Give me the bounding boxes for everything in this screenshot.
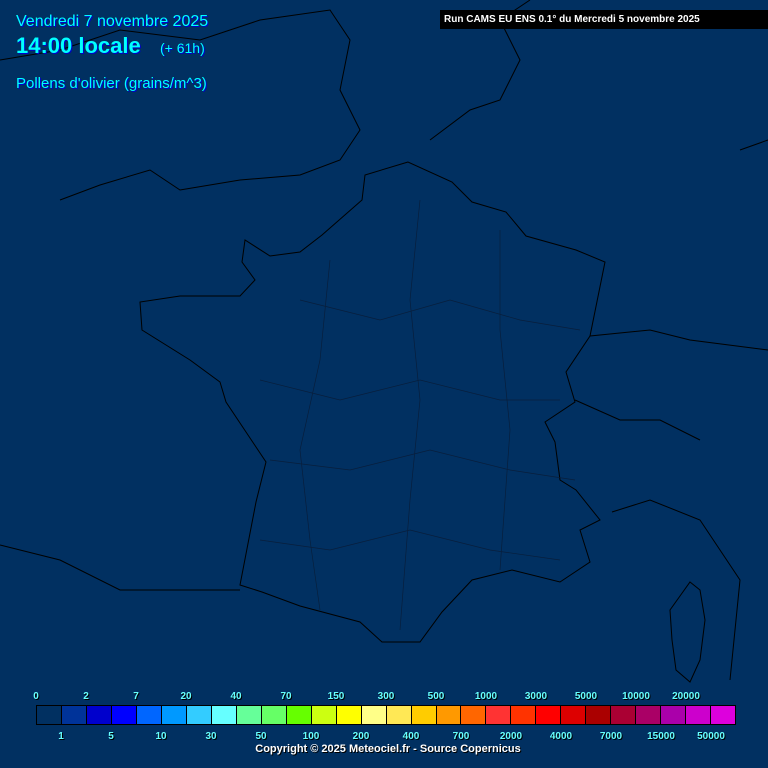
uk-coastline (0, 9, 361, 201)
color-scale-swatch (236, 706, 262, 724)
color-scale-label: 4000 (549, 731, 573, 742)
color-scale-label: 10000 (622, 691, 650, 702)
copyright-text: Copyright © 2025 Meteociel.fr - Source C… (255, 743, 521, 755)
color-scale-label: 20 (180, 691, 192, 702)
color-scale-swatch (261, 706, 287, 724)
color-scale-label: 7 (133, 691, 139, 702)
color-scale-swatch (336, 706, 362, 724)
forecast-lead-time: (+ 61h) (160, 40, 205, 56)
color-scale-swatch (111, 706, 137, 724)
color-scale-label: 700 (452, 731, 470, 742)
color-scale-swatch (561, 706, 587, 724)
color-scale-label: 5000 (574, 691, 598, 702)
color-scale-label: 200 (352, 731, 370, 742)
color-scale-swatch (86, 706, 112, 724)
color-scale-label: 300 (377, 691, 395, 702)
color-scale-swatch (611, 706, 637, 724)
corsica-outline (669, 581, 706, 683)
color-scale-bar (36, 705, 736, 725)
color-scale-label: 15000 (647, 731, 675, 742)
color-scale-swatch (186, 706, 212, 724)
color-scale-label: 50000 (697, 731, 725, 742)
color-scale-label: 1 (58, 731, 64, 742)
color-scale-label: 30 (205, 731, 217, 742)
color-scale-swatch (386, 706, 412, 724)
color-scale-swatch (436, 706, 462, 724)
color-scale-swatch (161, 706, 187, 724)
color-scale-label: 5 (108, 731, 114, 742)
color-scale-swatch (311, 706, 337, 724)
color-scale-swatch (136, 706, 162, 724)
color-scale-swatch (586, 706, 612, 724)
color-scale-label: 150 (327, 691, 345, 702)
color-scale-swatch (711, 706, 736, 724)
color-scale-label: 500 (427, 691, 445, 702)
department-borders (259, 199, 581, 631)
color-scale-label: 50 (255, 731, 267, 742)
color-scale-swatch (536, 706, 562, 724)
color-scale-label: 400 (402, 731, 420, 742)
model-run-label: Run CAMS EU ENS 0.1° du Mercredi 5 novem… (440, 10, 768, 29)
color-scale-swatch (286, 706, 312, 724)
color-scale-label: 7000 (599, 731, 623, 742)
color-scale-label: 20000 (672, 691, 700, 702)
color-scale-label: 70 (280, 691, 292, 702)
variable-title: Pollens d'olivier (grains/m^3) (16, 75, 207, 92)
color-scale-label: 40 (230, 691, 242, 702)
color-scale-swatch (661, 706, 687, 724)
europe-coastline (0, 0, 768, 681)
forecast-time: 14:00 locale (16, 33, 141, 58)
color-scale-swatch (461, 706, 487, 724)
color-scale-swatch (61, 706, 87, 724)
color-scale-swatch (686, 706, 712, 724)
color-scale-label: 10 (155, 731, 167, 742)
color-scale-swatch (211, 706, 237, 724)
color-scale-swatch (511, 706, 537, 724)
forecast-date: Vendredi 7 novembre 2025 (16, 13, 209, 30)
color-scale-swatch (361, 706, 387, 724)
color-scale-swatch (636, 706, 662, 724)
color-scale-swatch (411, 706, 437, 724)
color-scale-label: 3000 (524, 691, 548, 702)
color-scale-label: 1000 (474, 691, 498, 702)
color-scale-label: 100 (302, 731, 320, 742)
color-scale-swatch (37, 706, 62, 724)
color-scale-label: 2 (83, 691, 89, 702)
color-scale-label: 2000 (499, 731, 523, 742)
france-outline (139, 161, 606, 643)
color-scale-label: 0 (33, 691, 39, 702)
color-scale-swatch (486, 706, 512, 724)
